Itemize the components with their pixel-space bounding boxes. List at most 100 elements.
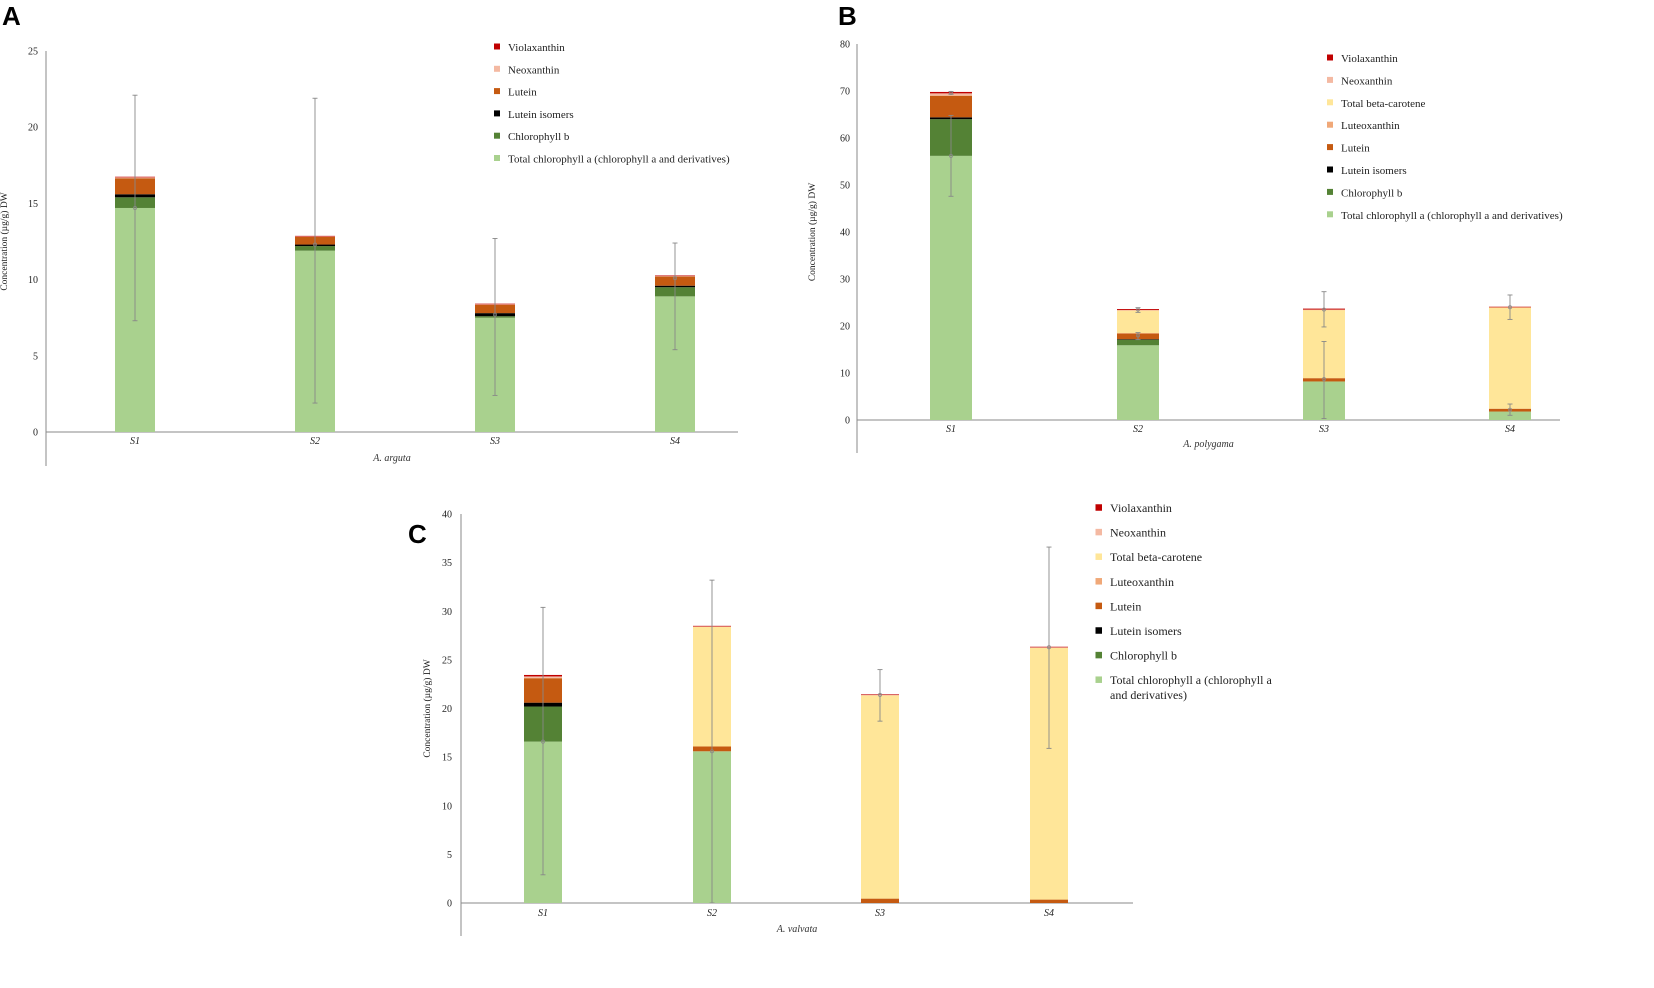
legend-label: Total chlorophyll a (chlorophyll a and d… — [1341, 210, 1563, 222]
error-bar — [1135, 332, 1141, 341]
chart-panel-c: 0 5 10 15 20 25 30 35 40 Concentration (µg/g) DW A… — [422, 501, 1272, 936]
legend-swatch — [494, 88, 500, 95]
legend-item: Lutein — [1095, 599, 1141, 613]
x-tick-label: S1 — [538, 908, 548, 919]
error-bar-marker — [1136, 333, 1140, 338]
legend-swatch — [1095, 504, 1102, 511]
legend-item: Luteoxanthin — [1095, 575, 1174, 589]
legend-label: Lutein isomers — [1110, 624, 1182, 638]
legend-item: Violaxanthin — [1095, 501, 1172, 515]
legend-swatch — [1327, 76, 1333, 83]
legend-label: Lutein isomers — [1341, 165, 1407, 177]
y-tick-label: 25 — [28, 47, 38, 58]
error-bar — [492, 238, 498, 396]
x-axis-label: A. arguta — [372, 453, 410, 464]
error-bar — [1135, 307, 1141, 313]
y-tick-label: 0 — [447, 899, 452, 910]
error-bar — [1507, 403, 1513, 416]
error-bar — [948, 114, 954, 197]
legend-item: Lutein — [1327, 143, 1370, 155]
legend-swatch — [1327, 54, 1333, 61]
legend-swatch — [1095, 602, 1102, 610]
y-tick-label: 30 — [442, 607, 452, 618]
error-bar — [540, 606, 546, 876]
legend-item: Luteoxanthin — [1327, 120, 1400, 132]
panel-label-a: A — [2, 1, 21, 31]
legend-swatch — [494, 132, 500, 139]
error-bar-marker — [710, 749, 714, 754]
legend-label: Luteoxanthin — [1341, 120, 1400, 132]
error-bar-marker — [313, 242, 317, 247]
error-bar-marker — [1322, 307, 1326, 312]
y-tick-label: 5 — [447, 850, 452, 861]
error-bar — [1046, 546, 1052, 749]
bar-segment-lutein — [861, 898, 899, 903]
y-tick-label: 20 — [442, 704, 452, 715]
x-axis-label: A. polygama — [1182, 439, 1234, 450]
error-bar-marker — [1508, 407, 1512, 412]
legend-item: Violaxanthin — [1327, 53, 1398, 65]
error-bar-marker — [1322, 377, 1326, 382]
legend-item: Violaxanthin — [494, 42, 565, 54]
x-tick-label: S4 — [670, 436, 680, 447]
legend-label: Chlorophyll b — [1110, 649, 1177, 663]
legend-label: Total beta-carotene — [1110, 550, 1202, 564]
legend-label: Lutein isomers — [508, 109, 574, 121]
bar-segment-total-beta-carotene — [1117, 310, 1159, 334]
legend-swatch — [494, 65, 500, 72]
legend-item: Total beta-carotene — [1095, 550, 1202, 564]
legend-label: Chlorophyll b — [508, 131, 570, 143]
legend-swatch — [1327, 99, 1333, 106]
legend-label: Luteoxanthin — [1110, 575, 1174, 589]
legend-label: Violaxanthin — [1341, 53, 1398, 65]
legend-label: Violaxanthin — [508, 42, 565, 54]
bar-segment-lutein — [1030, 899, 1068, 903]
legend-item: Total chlorophyll a (chlorophyll a and d… — [494, 154, 730, 166]
x-tick-label: S2 — [707, 908, 717, 919]
y-tick-label: 10 — [840, 369, 850, 380]
legend-swatch — [494, 110, 500, 117]
error-bar-marker — [133, 206, 137, 210]
legend-label: Neoxanthin — [508, 64, 560, 76]
legend-item: Chlorophyll b — [1095, 649, 1177, 663]
legend-item: Lutein isomers — [494, 109, 574, 121]
error-bar — [948, 90, 954, 95]
x-axis-label: A. valvata — [776, 924, 818, 935]
legend-swatch — [1095, 676, 1102, 683]
legend-label: Neoxanthin — [1341, 75, 1393, 87]
chart-panel-a: 0 5 10 15 20 25 Concentration (µg/g) DW A. argu… — [0, 42, 738, 466]
y-tick-label: 10 — [442, 801, 452, 812]
error-bar-marker — [949, 153, 953, 158]
legend-label: and derivatives) — [1110, 688, 1187, 702]
y-axis-label: Concentration (µg/g) DW — [807, 183, 818, 281]
error-bar-marker — [1508, 305, 1512, 310]
legend: Violaxanthin Neoxanthin Total beta-caroten… — [1327, 53, 1563, 222]
legend-label: Total chlorophyll a (chlorophyll a and d… — [508, 154, 730, 166]
x-tick-label: S3 — [875, 908, 885, 919]
y-tick-label: 80 — [840, 40, 850, 51]
error-bar — [877, 669, 883, 722]
legend-item: Lutein isomers — [1095, 624, 1182, 638]
x-tick-label: S3 — [1319, 424, 1329, 435]
y-tick-label: 0 — [845, 416, 850, 427]
bar-segment-total-beta-carotene — [1489, 307, 1531, 409]
legend-swatch — [1327, 121, 1333, 128]
error-bar-marker — [673, 276, 677, 281]
bar-segment-total-beta-carotene — [861, 695, 899, 899]
legend-item: Lutein — [494, 87, 537, 99]
legend-item: Chlorophyll b — [1327, 187, 1403, 199]
error-bar-marker — [1136, 307, 1140, 312]
legend: Violaxanthin Neoxanthin Lutein Lutein isome… — [494, 42, 730, 166]
x-tick-label: S2 — [310, 436, 320, 447]
chart-panel-b: 0 10 20 30 40 50 60 70 80 Concentration (µg/g) DW… — [807, 40, 1563, 453]
y-axis-label: Concentration (µg/g) DW — [0, 192, 10, 290]
error-bar-marker — [949, 90, 953, 95]
y-tick-label: 70 — [840, 87, 850, 98]
y-tick-label: 25 — [442, 655, 452, 666]
panel-label-c: C — [408, 519, 427, 549]
error-bar — [1321, 341, 1327, 420]
error-bar-marker — [493, 312, 497, 317]
x-tick-label: S1 — [946, 424, 956, 435]
legend-swatch — [1095, 651, 1102, 659]
x-tick-label: S3 — [490, 436, 500, 447]
